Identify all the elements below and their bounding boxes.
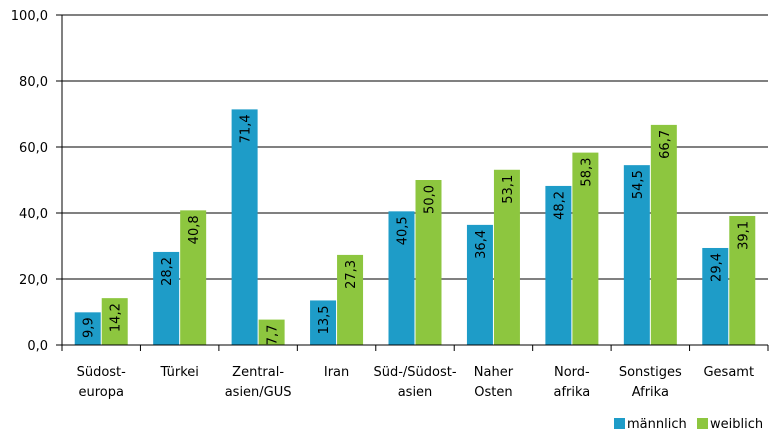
data-label: 40,5 — [396, 216, 411, 245]
y-tick-label: 60,0 — [19, 141, 48, 156]
bar-maennlich — [74, 312, 101, 345]
bar-weiblich — [258, 319, 285, 345]
x-category-label: Nord-afrika — [554, 365, 591, 400]
bar-weiblich — [729, 215, 756, 345]
data-label: 7,7 — [266, 325, 281, 346]
legend-swatch-weiblich — [697, 418, 708, 429]
x-category-label: Süd-/Südost-asien — [373, 365, 456, 400]
data-label: 36,4 — [474, 230, 489, 259]
bar-weiblich — [650, 124, 677, 345]
legend: männlich weiblich — [614, 417, 763, 432]
data-label: 58,3 — [579, 158, 594, 187]
legend-swatch-maennlich — [614, 418, 625, 429]
data-label: 14,2 — [109, 303, 124, 332]
value-labels: 9,9 28,2 71,4 13,5 40,5 36,4 48,2 54,5 29,4 14,2 4… — [82, 114, 752, 345]
bar-maennlich — [231, 109, 258, 345]
category-labels: Südost-europa Türkei Zentral-asien/GUS Iran… — [77, 365, 754, 400]
data-label: 27,3 — [344, 260, 359, 289]
y-tick-label: 80,0 — [19, 75, 48, 90]
y-tick-label: 40,0 — [19, 207, 48, 222]
y-tick-label: 0,0 — [27, 339, 48, 354]
bar-maennlich — [702, 247, 729, 345]
gridlines — [62, 14, 768, 280]
x-category-label: Türkei — [159, 365, 198, 380]
bar-weiblich — [101, 298, 128, 345]
data-label: 54,5 — [631, 170, 646, 199]
bar-weiblich — [337, 254, 364, 345]
bar-maennlich — [623, 165, 650, 345]
data-label: 28,2 — [160, 257, 175, 286]
bar-maennlich — [310, 300, 337, 345]
y-tick-label: 100,0 — [11, 9, 48, 24]
bar-maennlich — [153, 251, 180, 345]
x-category-label: Iran — [324, 365, 349, 380]
x-category-label: Südost-europa — [77, 365, 127, 400]
legend-label-weiblich: weiblich — [710, 417, 763, 432]
data-label: 48,2 — [552, 191, 567, 220]
data-label: 53,1 — [501, 175, 516, 204]
x-category-label: Gesamt — [703, 365, 754, 380]
bar-weiblich — [493, 169, 520, 345]
legend-label-maennlich: männlich — [627, 417, 687, 432]
y-tick-label: 20,0 — [19, 273, 48, 288]
y-axis-ticks: 0,0 20,0 40,0 60,0 80,0 100,0 — [11, 9, 62, 354]
x-category-label: Naher Osten — [474, 365, 514, 400]
bar-maennlich — [466, 224, 493, 345]
data-label: 71,4 — [239, 114, 254, 143]
x-category-label: Zentral-asien/GUS — [225, 365, 292, 400]
data-label: 39,1 — [736, 221, 751, 250]
x-category-label: Sonstiges Afrika — [619, 365, 682, 400]
bar-weiblich — [572, 152, 599, 345]
bar-weiblich — [180, 210, 207, 345]
bars — [74, 109, 756, 345]
data-label: 50,0 — [423, 185, 438, 214]
data-label: 66,7 — [658, 130, 673, 159]
bar-weiblich — [415, 180, 442, 345]
bar-maennlich — [388, 211, 415, 345]
axes — [61, 15, 769, 351]
data-label: 40,8 — [187, 215, 202, 244]
bar-maennlich — [545, 185, 572, 345]
data-label: 29,4 — [709, 253, 724, 282]
data-label: 9,9 — [82, 317, 97, 338]
data-label: 13,5 — [317, 305, 332, 334]
